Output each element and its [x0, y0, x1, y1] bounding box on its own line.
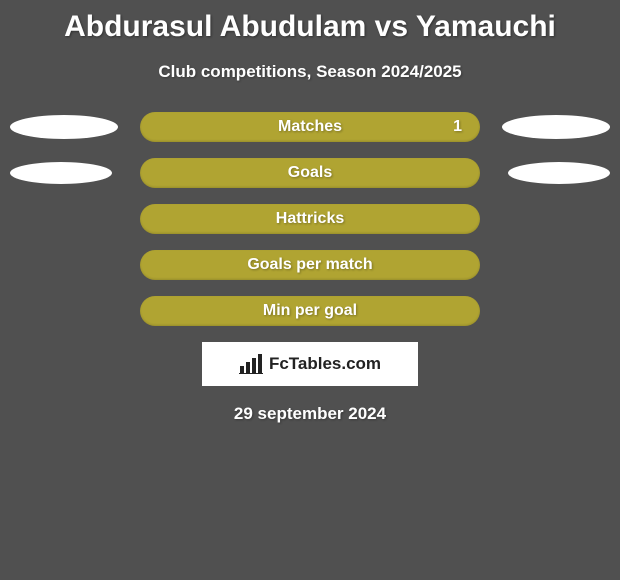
ellipse-right — [508, 162, 610, 184]
stat-label: Matches — [278, 118, 342, 136]
page-subtitle: Club competitions, Season 2024/2025 — [0, 62, 620, 82]
stat-row: Matches 1 — [5, 112, 615, 142]
stat-label: Min per goal — [263, 302, 357, 320]
stat-bar: Min per goal — [140, 296, 480, 326]
stats-area: Matches 1 Goals Hattricks Goals per match Min… — [0, 112, 620, 326]
stat-value-right: 1 — [453, 118, 462, 136]
source-text: FcTables.com — [269, 354, 381, 374]
date-text: 29 september 2024 — [0, 404, 620, 424]
stat-row: Goals — [5, 158, 615, 188]
source-box: FcTables.com — [202, 342, 418, 386]
infographic-container: Abdurasul Abudulam vs Yamauchi Club comp… — [0, 0, 620, 580]
stat-label: Goals — [288, 164, 332, 182]
stat-bar: Matches 1 — [140, 112, 480, 142]
stat-row: Hattricks — [5, 204, 615, 234]
stat-bar: Goals — [140, 158, 480, 188]
bar-chart-icon — [239, 354, 263, 374]
stat-row: Goals per match — [5, 250, 615, 280]
ellipse-left — [10, 115, 118, 139]
stat-bar: Goals per match — [140, 250, 480, 280]
ellipse-left — [10, 162, 112, 184]
stat-label: Hattricks — [276, 210, 344, 228]
page-title: Abdurasul Abudulam vs Yamauchi — [0, 0, 620, 44]
ellipse-right — [502, 115, 610, 139]
stat-bar: Hattricks — [140, 204, 480, 234]
stat-label: Goals per match — [247, 256, 372, 274]
stat-row: Min per goal — [5, 296, 615, 326]
